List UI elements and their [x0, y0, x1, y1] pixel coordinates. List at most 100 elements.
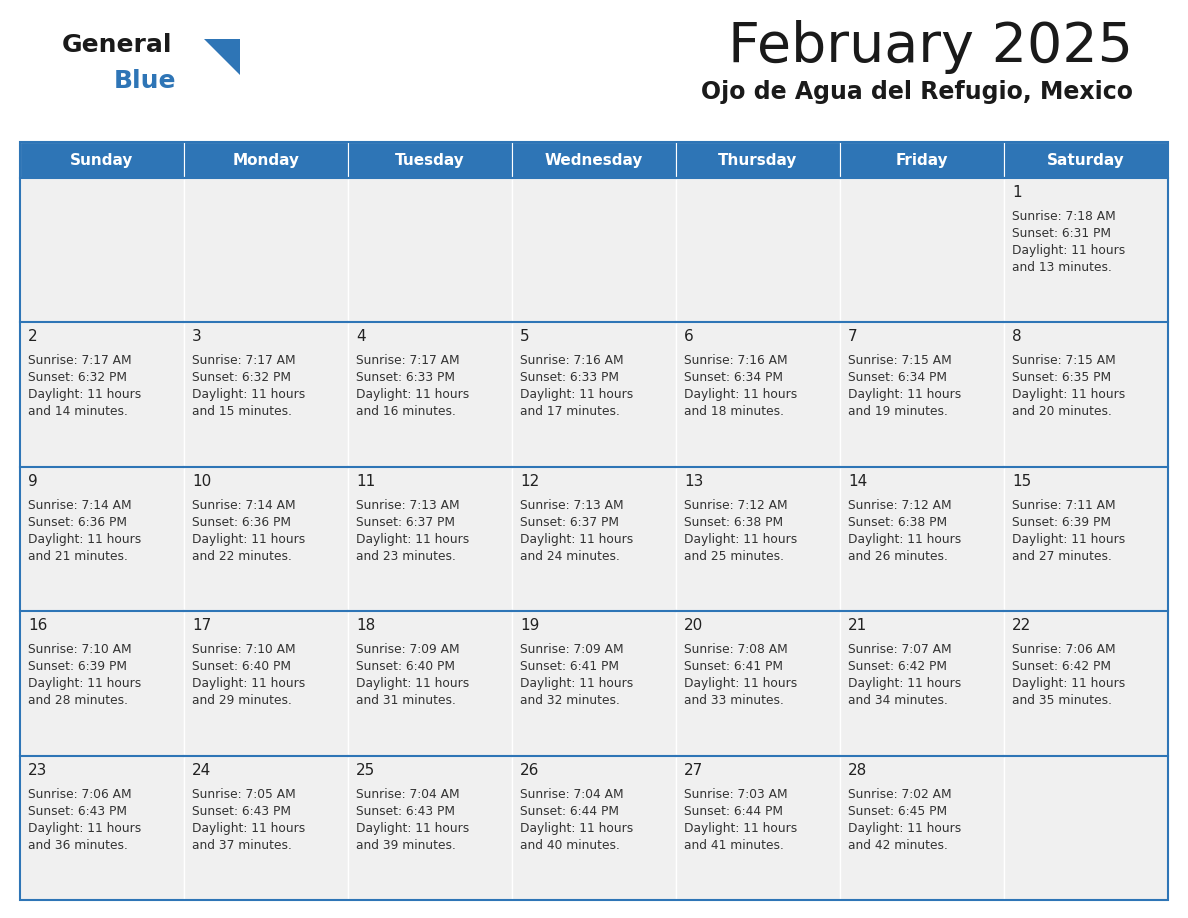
Text: and 21 minutes.: and 21 minutes. — [29, 550, 128, 563]
Text: Sunrise: 7:02 AM: Sunrise: 7:02 AM — [848, 788, 952, 800]
Text: 23: 23 — [29, 763, 48, 778]
Text: Sunset: 6:42 PM: Sunset: 6:42 PM — [848, 660, 947, 673]
Text: 8: 8 — [1012, 330, 1022, 344]
Text: and 20 minutes.: and 20 minutes. — [1012, 406, 1112, 419]
Text: and 16 minutes.: and 16 minutes. — [356, 406, 456, 419]
Text: Daylight: 11 hours: Daylight: 11 hours — [520, 388, 633, 401]
Text: Saturday: Saturday — [1047, 152, 1125, 167]
Bar — [840, 466, 1004, 611]
Bar — [512, 142, 676, 178]
Text: 15: 15 — [1012, 474, 1031, 488]
Text: Daylight: 11 hours: Daylight: 11 hours — [29, 822, 141, 834]
Text: Sunset: 6:36 PM: Sunset: 6:36 PM — [29, 516, 127, 529]
Text: Sunset: 6:39 PM: Sunset: 6:39 PM — [29, 660, 127, 673]
Text: Sunset: 6:45 PM: Sunset: 6:45 PM — [848, 804, 947, 818]
Text: 13: 13 — [684, 474, 703, 488]
Text: Thursday: Thursday — [719, 152, 797, 167]
Text: Sunrise: 7:05 AM: Sunrise: 7:05 AM — [192, 788, 296, 800]
Text: Sunset: 6:33 PM: Sunset: 6:33 PM — [356, 372, 455, 385]
Text: Sunset: 6:43 PM: Sunset: 6:43 PM — [356, 804, 455, 818]
Text: 7: 7 — [848, 330, 858, 344]
Text: and 24 minutes.: and 24 minutes. — [520, 550, 620, 563]
Bar — [676, 142, 840, 178]
Bar — [676, 611, 840, 756]
Bar — [20, 142, 1168, 900]
Bar — [348, 756, 512, 900]
Text: Daylight: 11 hours: Daylight: 11 hours — [1012, 388, 1125, 401]
Text: Daylight: 11 hours: Daylight: 11 hours — [192, 532, 305, 546]
Text: Daylight: 11 hours: Daylight: 11 hours — [29, 388, 141, 401]
Bar — [184, 322, 348, 466]
Text: 10: 10 — [192, 474, 211, 488]
Text: Sunset: 6:40 PM: Sunset: 6:40 PM — [356, 660, 455, 673]
Text: 12: 12 — [520, 474, 539, 488]
Text: Sunrise: 7:14 AM: Sunrise: 7:14 AM — [192, 498, 296, 512]
Bar — [840, 178, 1004, 322]
Text: Sunset: 6:34 PM: Sunset: 6:34 PM — [684, 372, 783, 385]
Text: Sunrise: 7:16 AM: Sunrise: 7:16 AM — [520, 354, 624, 367]
Bar — [512, 756, 676, 900]
Text: Sunrise: 7:15 AM: Sunrise: 7:15 AM — [848, 354, 952, 367]
Text: Sunrise: 7:07 AM: Sunrise: 7:07 AM — [848, 644, 952, 656]
Bar — [348, 466, 512, 611]
Text: Daylight: 11 hours: Daylight: 11 hours — [192, 677, 305, 690]
Bar — [512, 178, 676, 322]
Text: Sunset: 6:31 PM: Sunset: 6:31 PM — [1012, 227, 1111, 240]
Text: General: General — [62, 33, 172, 57]
Text: and 26 minutes.: and 26 minutes. — [848, 550, 948, 563]
Text: Monday: Monday — [233, 152, 299, 167]
Text: Sunrise: 7:06 AM: Sunrise: 7:06 AM — [29, 788, 132, 800]
Text: Sunrise: 7:06 AM: Sunrise: 7:06 AM — [1012, 644, 1116, 656]
Text: and 23 minutes.: and 23 minutes. — [356, 550, 456, 563]
Text: Sunrise: 7:13 AM: Sunrise: 7:13 AM — [356, 498, 460, 512]
Bar — [348, 178, 512, 322]
Text: Daylight: 11 hours: Daylight: 11 hours — [29, 532, 141, 546]
Bar — [1004, 611, 1168, 756]
Text: 20: 20 — [684, 618, 703, 633]
Text: Daylight: 11 hours: Daylight: 11 hours — [29, 677, 141, 690]
Text: Daylight: 11 hours: Daylight: 11 hours — [848, 388, 961, 401]
Text: Daylight: 11 hours: Daylight: 11 hours — [520, 677, 633, 690]
Text: February 2025: February 2025 — [728, 20, 1133, 74]
Bar — [20, 142, 184, 178]
Text: and 14 minutes.: and 14 minutes. — [29, 406, 128, 419]
Text: Sunrise: 7:16 AM: Sunrise: 7:16 AM — [684, 354, 788, 367]
Text: Daylight: 11 hours: Daylight: 11 hours — [1012, 532, 1125, 546]
Text: Sunset: 6:38 PM: Sunset: 6:38 PM — [848, 516, 947, 529]
Text: 22: 22 — [1012, 618, 1031, 633]
Text: and 28 minutes.: and 28 minutes. — [29, 694, 128, 707]
Text: Sunrise: 7:03 AM: Sunrise: 7:03 AM — [684, 788, 788, 800]
Bar — [1004, 756, 1168, 900]
Text: Sunset: 6:33 PM: Sunset: 6:33 PM — [520, 372, 619, 385]
Text: Daylight: 11 hours: Daylight: 11 hours — [192, 822, 305, 834]
Bar — [840, 611, 1004, 756]
Text: Wednesday: Wednesday — [545, 152, 643, 167]
Text: 11: 11 — [356, 474, 375, 488]
Polygon shape — [204, 39, 240, 75]
Text: and 13 minutes.: and 13 minutes. — [1012, 261, 1112, 274]
Text: 21: 21 — [848, 618, 867, 633]
Text: Sunrise: 7:12 AM: Sunrise: 7:12 AM — [684, 498, 788, 512]
Bar — [512, 322, 676, 466]
Text: and 29 minutes.: and 29 minutes. — [192, 694, 292, 707]
Bar — [348, 611, 512, 756]
Bar — [348, 142, 512, 178]
Text: and 39 minutes.: and 39 minutes. — [356, 839, 456, 852]
Text: Sunset: 6:38 PM: Sunset: 6:38 PM — [684, 516, 783, 529]
Text: Sunset: 6:44 PM: Sunset: 6:44 PM — [520, 804, 619, 818]
Text: Daylight: 11 hours: Daylight: 11 hours — [684, 388, 797, 401]
Text: 26: 26 — [520, 763, 539, 778]
Bar — [348, 322, 512, 466]
Text: 9: 9 — [29, 474, 38, 488]
Text: 17: 17 — [192, 618, 211, 633]
Text: Tuesday: Tuesday — [396, 152, 465, 167]
Bar — [20, 322, 184, 466]
Text: and 36 minutes.: and 36 minutes. — [29, 839, 128, 852]
Text: 4: 4 — [356, 330, 366, 344]
Text: Daylight: 11 hours: Daylight: 11 hours — [520, 822, 633, 834]
Text: and 19 minutes.: and 19 minutes. — [848, 406, 948, 419]
Text: and 37 minutes.: and 37 minutes. — [192, 839, 292, 852]
Bar — [840, 322, 1004, 466]
Text: Daylight: 11 hours: Daylight: 11 hours — [1012, 677, 1125, 690]
Bar — [184, 178, 348, 322]
